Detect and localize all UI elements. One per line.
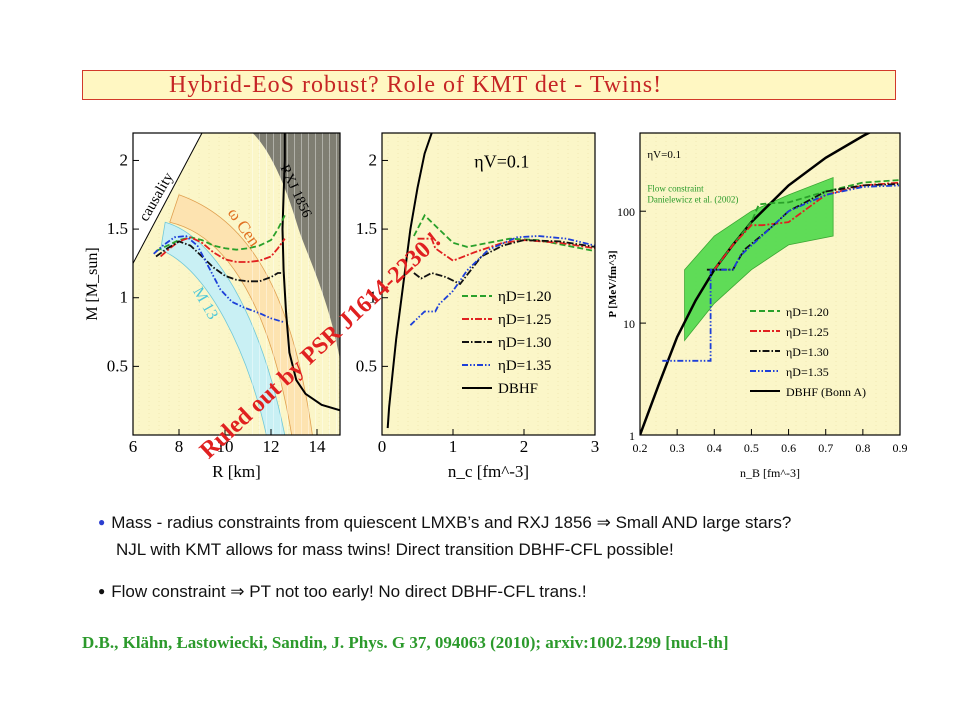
legend-label: ηD=1.30 (498, 335, 551, 351)
x-tick-label: 0.3 (670, 441, 685, 455)
bullet-dot-icon: ● (98, 515, 106, 529)
bullet-1-cont: NJL with KMT allows for mass twins! Dire… (116, 540, 674, 560)
y-tick-label: 0.5 (356, 356, 377, 375)
series-line (155, 214, 286, 252)
x-tick-label: 2 (520, 437, 529, 456)
bullet-2-text: Flow constraint ⇒ PT not too early! No d… (111, 582, 587, 601)
x-tick-label: 12 (263, 437, 280, 456)
y-tick-label: 2 (120, 150, 129, 169)
x-tick-label: 0.7 (818, 441, 833, 455)
m13-band (160, 221, 286, 435)
x-axis-label: n_c [fm^-3] (448, 462, 529, 481)
x-tick-label: 3 (591, 437, 600, 456)
bullet-2: ● Flow constraint ⇒ PT not too early! No … (98, 582, 587, 602)
series-line (413, 239, 595, 286)
y-tick-label: 1 (120, 288, 129, 307)
omega-cen-band (169, 194, 313, 435)
y-tick-label: 1 (629, 429, 635, 443)
plot-background (382, 133, 595, 435)
plot-inner (133, 133, 340, 435)
legend-label: ηD=1.30 (786, 345, 829, 359)
plot-inner (386, 133, 595, 435)
rxj1856-region (252, 133, 340, 360)
series-line (155, 240, 285, 283)
legend-label: ηD=1.25 (498, 312, 551, 328)
y-tick-label: 0.5 (107, 356, 128, 375)
y-tick-label: 10 (623, 317, 635, 331)
x-tick-label: 0.2 (633, 441, 648, 455)
x-axis-label: n_B [fm^-3] (740, 466, 800, 480)
legend-label: ηD=1.35 (498, 358, 551, 374)
legend-label: DBHF (498, 381, 538, 397)
mass-density-chart: 0 1 2 3 0.5 1 1.5 2 n_c [fm^-3] ηV=0.1 ηD=1.20 ηD=1… (356, 132, 600, 481)
x-tick-label: 0.6 (781, 441, 796, 455)
flow-constraint-band (684, 176, 834, 342)
x-tick-label: 10 (217, 437, 234, 456)
legend-label: ηD=1.25 (786, 325, 829, 339)
legend-label: ηD=1.35 (786, 365, 829, 379)
reference: D.B., Klähn, Łastowiecki, Sandin, J. Phy… (82, 633, 729, 652)
y-tick-label: 1.5 (356, 219, 377, 238)
x-tick-label: 0.8 (855, 441, 870, 455)
y-axis-label: P [MeV/fm^3] (607, 250, 619, 317)
plot-frame (381, 132, 596, 436)
annotation: Danielewicz et al. (2002) (647, 194, 738, 204)
series-line (409, 235, 595, 326)
legend-label: ηD=1.20 (786, 305, 829, 319)
annotation: ηV=0.1 (647, 149, 681, 161)
x-tick-label: 0 (378, 437, 387, 456)
annotation: Flow constraint (647, 184, 704, 194)
series-line (386, 133, 433, 429)
plot-frame (639, 132, 901, 436)
bullet-dot-icon: ● (98, 584, 106, 598)
x-tick-label: 8 (175, 437, 184, 456)
x-tick-label: 6 (129, 437, 138, 456)
x-tick-label: 14 (309, 437, 327, 456)
plot-frame (132, 132, 341, 436)
mass-radius-chart: 6 8 10 12 140.511.52R [km]M [M_sun]causality… (84, 132, 341, 481)
x-tick-label: 0.9 (893, 441, 908, 455)
legend-label: DBHF (Bonn A) (786, 385, 866, 399)
legend-label: ηD=1.20 (498, 289, 551, 305)
y-tick-label: 1.5 (107, 219, 128, 238)
y-tick-label: 100 (617, 205, 635, 219)
pressure-density-chart: 0.2 0.3 0.4 0.5 0.6 0.7 0.8 0.9 1 10 100 n_B [fm^-3… (607, 132, 908, 480)
x-tick-label: 0.4 (707, 441, 722, 455)
series-line (662, 184, 900, 362)
annotation: ηV=0.1 (474, 151, 529, 171)
series-line (706, 183, 900, 271)
x-axis-label: R [km] (212, 462, 261, 481)
bullet-1-cont-text: NJL with KMT allows for mass twins! Dire… (116, 540, 674, 559)
series-line (417, 237, 595, 262)
y-tick-label: 1 (369, 288, 378, 307)
bullet-1-text: Mass - radius constraints from quiescent… (111, 513, 792, 532)
x-tick-label: 0.5 (744, 441, 759, 455)
slide-title: Hybrid-EoS robust? Role of KMT det - Twi… (82, 70, 896, 100)
y-tick-label: 2 (369, 150, 378, 169)
bullet-1: ● Mass - radius constraints from quiescen… (98, 513, 791, 533)
plot-inner (640, 133, 900, 435)
x-tick-label: 1 (449, 437, 458, 456)
causality-line (133, 133, 203, 264)
series-line (281, 133, 340, 412)
y-axis-label: M [M_sun] (84, 247, 101, 320)
